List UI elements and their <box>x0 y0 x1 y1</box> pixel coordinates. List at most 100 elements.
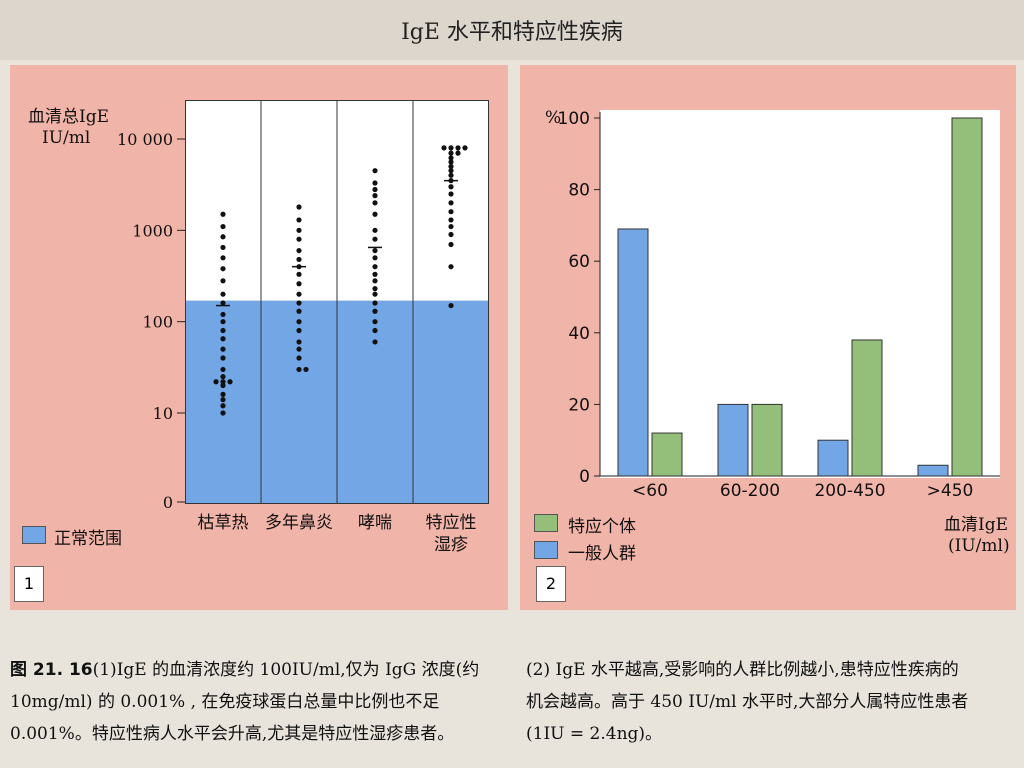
data-point <box>448 184 454 190</box>
data-point <box>372 168 378 174</box>
panel1-ylabel-line2: IU/ml <box>42 128 91 148</box>
data-point <box>448 209 454 215</box>
data-point <box>296 366 302 373</box>
bar-general <box>617 228 649 477</box>
data-point <box>372 193 378 199</box>
data-point <box>448 159 454 165</box>
bar-atopic <box>851 339 883 477</box>
general-legend-label: 一般人群 <box>568 544 636 564</box>
data-point <box>448 150 454 156</box>
bar-general <box>917 464 949 477</box>
data-point <box>448 302 454 309</box>
y-tick-label: 1000 <box>132 221 173 240</box>
y-tick-label: 100 <box>558 109 590 129</box>
data-point <box>220 319 226 325</box>
data-point <box>296 355 302 361</box>
category-label: 湿疹 <box>434 535 468 555</box>
y-tick-label: 10 <box>153 404 173 423</box>
page-top-strip <box>0 0 1024 60</box>
data-point <box>220 397 226 403</box>
data-point <box>448 168 454 174</box>
data-point <box>372 286 378 292</box>
figure-caption: 图 21. 16(1)IgE 的血清浓度约 100IU/ml,仅为 IgG 浓度… <box>0 655 1024 768</box>
bar-general <box>817 439 849 477</box>
panel2-plot-area <box>600 110 1000 478</box>
data-point <box>448 264 454 270</box>
data-point <box>220 327 226 334</box>
data-point <box>372 308 378 314</box>
data-point <box>448 231 454 238</box>
panel1-number: 1 <box>14 566 44 602</box>
caption-left-line1-text: (1)IgE 的血清浓度约 100IU/ml,仅为 IgG 浓度(约 <box>92 660 480 680</box>
data-point <box>448 223 454 230</box>
panel2-xlabel-line2: (IU/ml) <box>948 536 1010 556</box>
data-point <box>372 278 378 284</box>
y-tick-label: 60 <box>568 252 590 272</box>
y-tick-label: 0 <box>579 467 590 487</box>
atopic-legend-label: 特应个体 <box>568 517 636 537</box>
data-point <box>448 217 454 223</box>
data-point <box>372 264 378 270</box>
data-point <box>296 236 302 242</box>
x-category-label: <60 <box>632 481 668 501</box>
data-point <box>296 291 302 297</box>
caption-figure-number: 图 21. 16 <box>10 660 93 680</box>
y-tick-label: 80 <box>568 181 590 201</box>
bar-atopic <box>751 403 783 477</box>
data-point <box>220 391 226 397</box>
data-point <box>220 211 226 217</box>
bar-atopic <box>651 432 683 477</box>
data-point <box>220 255 226 261</box>
caption-right-line2: 机会越高。高于 450 IU/ml 水平时,大部分人属特应性患者 <box>526 692 969 712</box>
bar-atopic <box>951 117 983 477</box>
y-tick-label: 20 <box>568 395 590 415</box>
bar-general <box>717 403 749 477</box>
normal-range-swatch <box>22 526 46 544</box>
category-label: 特应性 <box>426 513 477 533</box>
data-point <box>448 200 454 206</box>
data-point <box>220 311 226 318</box>
data-point <box>296 227 302 233</box>
data-point <box>220 336 226 342</box>
data-point <box>372 319 378 325</box>
data-point <box>448 241 454 248</box>
caption-left-line2: 10mg/ml) 的 0.001% , 在免疫球蛋白总量中比例也不足 <box>10 692 440 712</box>
data-point <box>220 382 226 389</box>
data-point <box>296 256 302 263</box>
data-point <box>372 186 378 193</box>
data-point <box>372 247 378 254</box>
data-point <box>372 227 378 233</box>
data-point <box>220 266 226 272</box>
data-point <box>372 211 378 217</box>
data-point <box>220 410 226 416</box>
category-label: 哮喘 <box>358 513 392 533</box>
data-point <box>448 163 454 170</box>
data-point <box>372 339 378 345</box>
data-point <box>296 319 302 325</box>
data-point <box>372 200 378 206</box>
data-point <box>220 291 226 297</box>
data-point <box>227 379 233 385</box>
data-point <box>296 271 302 277</box>
data-point <box>296 217 302 223</box>
general-legend-swatch <box>534 541 558 559</box>
y-tick-label: 40 <box>568 324 590 344</box>
normal-range-legend-label: 正常范围 <box>54 529 122 549</box>
data-point <box>296 327 302 334</box>
data-point <box>220 355 226 361</box>
data-point <box>220 366 226 373</box>
x-category-label: 200-450 <box>814 481 885 501</box>
data-point <box>441 145 447 151</box>
data-point <box>296 281 302 287</box>
panel2-number: 2 <box>536 566 566 602</box>
atopic-legend-swatch <box>534 514 558 532</box>
data-point <box>220 403 226 409</box>
data-point <box>220 379 226 385</box>
caption-right-line1: (2) IgE 水平越高,受影响的人群比例越小,患特应性疾病的 <box>526 660 959 680</box>
category-label: 枯草热 <box>198 513 249 533</box>
data-point <box>455 145 461 151</box>
figure-title: IgE 水平和特应性疾病 <box>401 20 623 45</box>
data-point <box>296 300 302 306</box>
